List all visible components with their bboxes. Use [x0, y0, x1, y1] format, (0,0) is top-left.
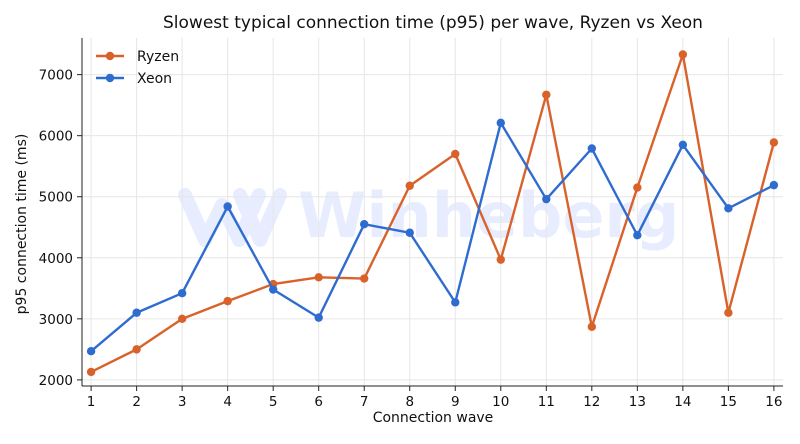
y-tick-label: 6000 — [39, 129, 73, 145]
legend-label: Ryzen — [137, 49, 179, 65]
x-tick-label: 9 — [451, 394, 460, 410]
legend-item-xeon: Xeon — [96, 71, 172, 87]
data-point-xeon — [360, 220, 369, 229]
data-point-ryzen — [451, 149, 460, 159]
y-tick-label: 5000 — [39, 190, 73, 206]
series-line-ryzen — [90, 53, 776, 374]
data-point-ryzen — [678, 50, 688, 59]
data-point-xeon — [587, 144, 597, 153]
watermark-text: Winheberg — [298, 179, 679, 252]
data-point-ryzen — [86, 367, 96, 377]
data-point-xeon — [633, 231, 642, 240]
x-tick-label: 7 — [360, 394, 369, 410]
series-xeon — [86, 118, 779, 356]
legend-marker — [105, 73, 115, 83]
x-tick-label: 6 — [314, 394, 323, 410]
y-tick-label: 7000 — [39, 68, 73, 84]
x-tick-label: 13 — [629, 394, 646, 410]
data-point-ryzen — [132, 345, 141, 354]
x-tick-label: 10 — [492, 394, 509, 410]
data-point-ryzen — [177, 314, 187, 324]
grid — [82, 38, 783, 386]
data-point-ryzen — [314, 273, 323, 282]
series-line-xeon — [90, 121, 775, 353]
data-point-ryzen — [223, 296, 232, 306]
y-tick-label: 4000 — [39, 251, 73, 267]
data-point-xeon — [724, 204, 733, 213]
legend-label: Xeon — [137, 71, 172, 87]
data-point-xeon — [496, 118, 505, 128]
x-tick-label: 1 — [87, 394, 96, 410]
data-point-xeon — [132, 308, 141, 317]
data-point-ryzen — [542, 90, 551, 99]
data-point-ryzen — [724, 308, 733, 317]
y-axis-label: p95 connection time (ms) — [14, 134, 30, 315]
x-tick-label: 8 — [405, 394, 414, 410]
data-point-xeon — [86, 347, 96, 356]
x-tick-label: 12 — [583, 394, 600, 410]
x-tick-label: 16 — [765, 394, 782, 410]
legend: Ryzen Xeon — [96, 49, 179, 87]
watermark: Winheberg — [178, 179, 679, 252]
x-tick-label: 11 — [538, 394, 555, 410]
data-point-xeon — [405, 228, 414, 237]
data-point-ryzen — [405, 181, 414, 190]
data-point-xeon — [177, 289, 187, 298]
data-point-xeon — [542, 194, 551, 204]
y-tick-label: 3000 — [39, 312, 73, 328]
x-tick-label: 4 — [223, 394, 232, 410]
data-point-xeon — [314, 313, 323, 322]
data-point-ryzen — [587, 322, 597, 331]
x-axis-label: Connection wave — [373, 410, 494, 426]
data-point-xeon — [678, 140, 688, 150]
series-group — [86, 50, 779, 377]
data-point-xeon — [769, 180, 779, 190]
x-tick-label: 5 — [269, 394, 278, 410]
x-tick-label: 3 — [178, 394, 187, 410]
y-tick-label: 2000 — [39, 373, 73, 389]
data-point-ryzen — [496, 255, 505, 264]
x-tick-label: 14 — [674, 394, 691, 410]
legend-marker — [105, 51, 115, 61]
data-point-xeon — [268, 285, 278, 294]
chart-title: Slowest typical connection time (p95) pe… — [163, 13, 703, 33]
x-tick-label: 15 — [720, 394, 737, 410]
legend-item-ryzen: Ryzen — [96, 49, 179, 65]
data-point-ryzen — [360, 274, 369, 283]
axes: 1 2 3 4 5 6 7 8 9 10 11 12 13 14 15 1620003000400050006… — [39, 38, 783, 410]
series-ryzen — [86, 50, 779, 377]
data-point-xeon — [451, 298, 460, 307]
data-point-ryzen — [633, 183, 642, 192]
data-point-ryzen — [769, 138, 779, 147]
x-tick-label: 2 — [132, 394, 141, 410]
data-point-xeon — [223, 202, 232, 211]
